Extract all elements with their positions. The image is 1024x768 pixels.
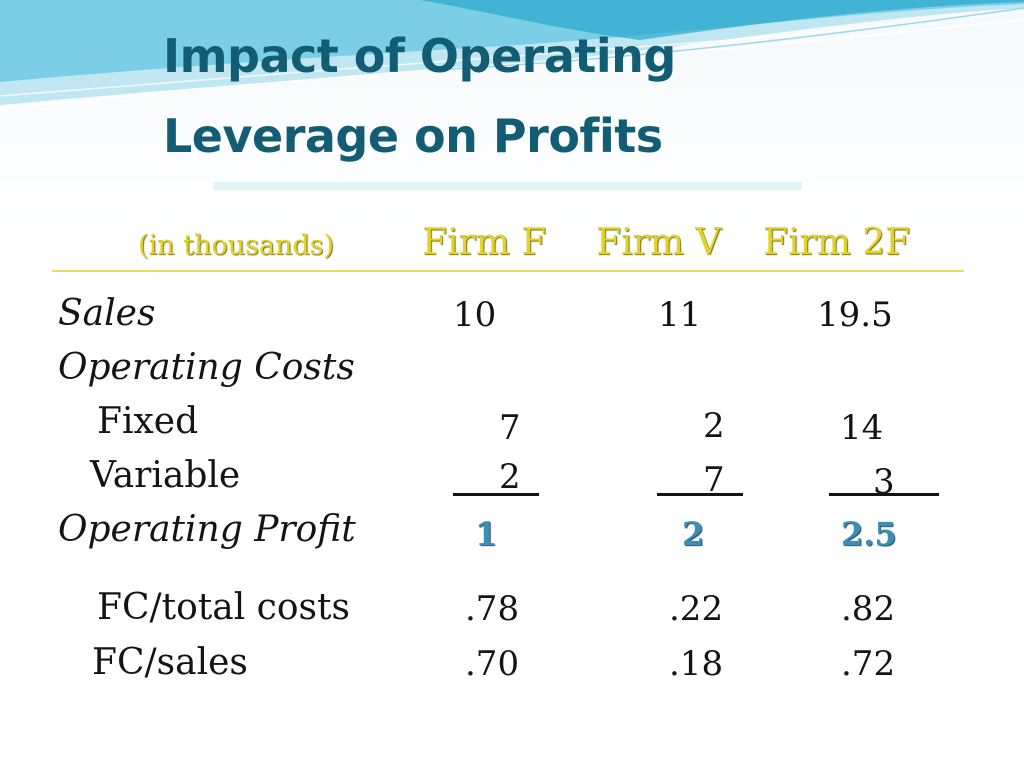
units-label: (in thousands) — [138, 230, 335, 261]
row-label-operating-profit: Operating Profit — [58, 509, 356, 550]
fc-sales-firm-v: .18 — [669, 644, 724, 684]
header-rule — [52, 270, 964, 272]
subtotal-rule-firm-f — [453, 493, 539, 496]
fc-sales-firm-f: .70 — [465, 644, 520, 684]
profit-firm-2f: 2.5 — [841, 515, 897, 553]
row-label-sales: Sales — [58, 293, 156, 334]
subtotal-rule-firm-v — [657, 493, 743, 496]
variable-firm-v: 7 — [703, 460, 725, 500]
profit-firm-v: 2 — [682, 515, 705, 553]
row-label-variable: Variable — [90, 455, 241, 496]
sales-firm-2f: 19.5 — [817, 295, 893, 335]
fixed-firm-2f: 14 — [840, 408, 884, 448]
profit-firm-f: 1 — [475, 515, 498, 553]
fc-total-costs-firm-v: .22 — [669, 589, 724, 629]
sales-firm-v: 11 — [658, 295, 702, 335]
slide-title-line-1: Impact of Operating — [163, 29, 676, 83]
fc-total-costs-firm-f: .78 — [465, 589, 520, 629]
fixed-firm-f: 7 — [499, 408, 521, 448]
row-label-operating-costs: Operating Costs — [58, 347, 355, 388]
sales-firm-f: 10 — [453, 295, 497, 335]
wave-background — [0, 0, 1024, 109]
column-header-firm-v: Firm V — [596, 222, 722, 263]
fc-total-costs-firm-2f: .82 — [841, 589, 896, 629]
title-divider — [213, 182, 802, 190]
subtotal-rule-firm-2f — [829, 493, 939, 496]
row-label-fc-total-costs: FC/total costs — [97, 587, 350, 628]
column-header-firm-2f: Firm 2F — [763, 222, 911, 263]
column-header-firm-f: Firm F — [422, 222, 547, 263]
row-label-fc-sales: FC/sales — [92, 642, 248, 683]
variable-firm-f: 2 — [499, 457, 521, 497]
row-label-fixed: Fixed — [97, 401, 199, 442]
fixed-firm-v: 2 — [703, 406, 725, 446]
slide-title-line-2: Leverage on Profits — [163, 109, 663, 163]
fc-sales-firm-2f: .72 — [841, 644, 896, 684]
variable-firm-2f: 3 — [873, 462, 895, 502]
